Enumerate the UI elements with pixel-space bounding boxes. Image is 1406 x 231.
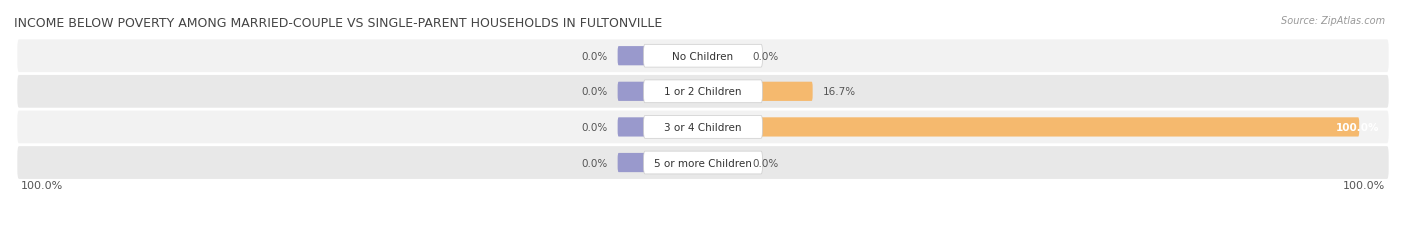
FancyBboxPatch shape (617, 82, 703, 101)
FancyBboxPatch shape (703, 47, 742, 66)
FancyBboxPatch shape (17, 146, 1389, 179)
Text: 100.0%: 100.0% (21, 180, 63, 190)
Text: 5 or more Children: 5 or more Children (654, 158, 752, 168)
Text: 0.0%: 0.0% (582, 122, 607, 132)
FancyBboxPatch shape (644, 81, 762, 103)
FancyBboxPatch shape (703, 153, 742, 172)
FancyBboxPatch shape (17, 40, 1389, 73)
Text: No Children: No Children (672, 52, 734, 61)
FancyBboxPatch shape (644, 45, 762, 68)
Text: 0.0%: 0.0% (752, 52, 779, 61)
Text: 0.0%: 0.0% (582, 52, 607, 61)
Text: 0.0%: 0.0% (582, 87, 607, 97)
Text: 100.0%: 100.0% (1343, 180, 1385, 190)
Text: 16.7%: 16.7% (823, 87, 855, 97)
FancyBboxPatch shape (17, 111, 1389, 144)
Text: Source: ZipAtlas.com: Source: ZipAtlas.com (1281, 16, 1385, 26)
FancyBboxPatch shape (644, 116, 762, 139)
Text: 0.0%: 0.0% (582, 158, 607, 168)
Text: 3 or 4 Children: 3 or 4 Children (664, 122, 742, 132)
Text: INCOME BELOW POVERTY AMONG MARRIED-COUPLE VS SINGLE-PARENT HOUSEHOLDS IN FULTONV: INCOME BELOW POVERTY AMONG MARRIED-COUPL… (14, 17, 662, 30)
Text: 1 or 2 Children: 1 or 2 Children (664, 87, 742, 97)
FancyBboxPatch shape (617, 118, 703, 137)
FancyBboxPatch shape (644, 152, 762, 174)
FancyBboxPatch shape (703, 118, 1360, 137)
FancyBboxPatch shape (17, 76, 1389, 108)
FancyBboxPatch shape (617, 153, 703, 172)
FancyBboxPatch shape (703, 82, 813, 101)
Text: 100.0%: 100.0% (1336, 122, 1379, 132)
Text: 0.0%: 0.0% (752, 158, 779, 168)
FancyBboxPatch shape (617, 47, 703, 66)
